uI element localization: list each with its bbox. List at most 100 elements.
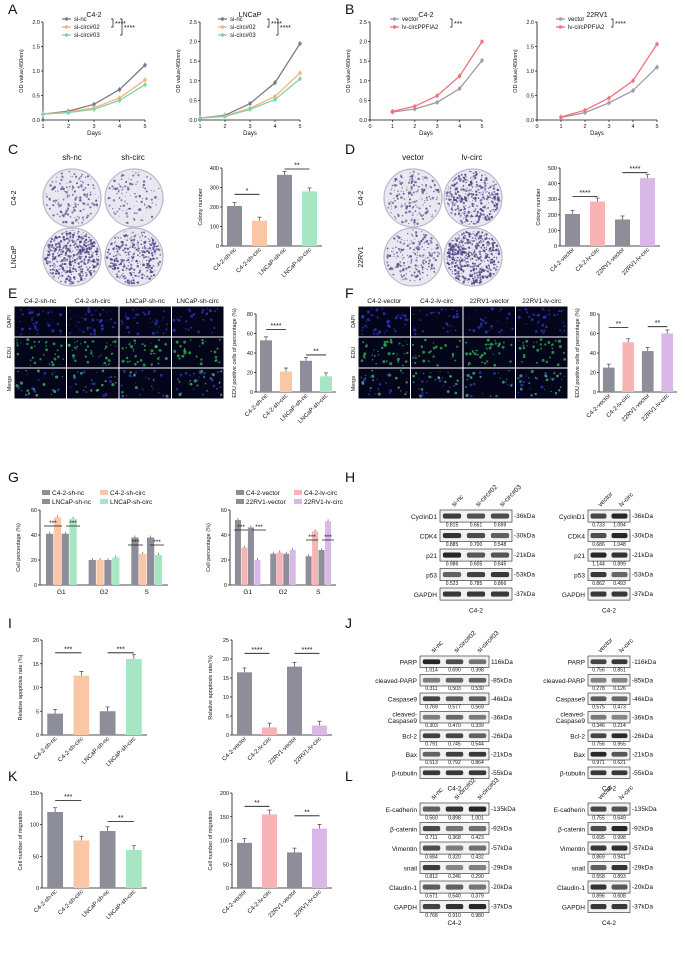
- colony-dot: [59, 240, 63, 243]
- cell-dot: [528, 315, 531, 319]
- colony-dot: [407, 254, 409, 256]
- colony-dot: [132, 255, 135, 258]
- colony-dot: [450, 193, 453, 196]
- colony-dot: [132, 279, 135, 282]
- cell-dot: [143, 313, 147, 316]
- colony-dot: [151, 202, 154, 204]
- colony-dot: [390, 201, 392, 203]
- lane-label: si-nc: [450, 493, 465, 508]
- colony-dot: [418, 270, 421, 273]
- colony-dot: [58, 236, 61, 239]
- cell-dot: [399, 369, 403, 372]
- bar: [112, 557, 120, 585]
- data-point: [143, 83, 147, 87]
- colony-dot: [489, 211, 491, 213]
- colony-dot: [63, 190, 66, 193]
- colony-dot: [151, 237, 153, 239]
- colony-dot: [63, 257, 66, 260]
- cell-dot: [39, 358, 42, 361]
- lane-label: si-circ#03: [476, 777, 501, 802]
- cell-dot: [75, 345, 78, 348]
- colony-dot: [446, 258, 448, 260]
- colony-dot: [74, 175, 78, 179]
- colony-dot: [122, 186, 125, 189]
- band-quant: 0.812: [425, 874, 438, 880]
- colony-dot: [487, 216, 489, 219]
- cell-dot: [141, 369, 144, 372]
- colony-dot: [138, 234, 139, 236]
- colony-dot: [49, 240, 53, 243]
- colony-dot: [75, 218, 78, 222]
- colony-dot: [129, 242, 131, 244]
- cell-dot: [366, 343, 368, 345]
- colony-dot: [137, 282, 139, 284]
- colony-dot: [111, 271, 113, 273]
- colony-dot: [478, 271, 481, 275]
- y-tick-label: 20: [221, 558, 227, 564]
- colony-dot: [82, 181, 84, 184]
- category-label: 22RV1-lv-circ: [621, 247, 651, 277]
- colony-dot: [468, 233, 471, 236]
- cell-dot: [136, 321, 139, 325]
- colony-dot: [97, 261, 100, 263]
- cell-dot: [162, 316, 165, 319]
- colony-dot: [467, 260, 469, 263]
- colony-dot: [448, 191, 451, 194]
- cell-dot: [400, 390, 402, 392]
- cell-dot: [377, 389, 380, 392]
- colony-dot: [496, 188, 499, 192]
- cell-dot: [183, 351, 187, 355]
- cell-dot: [73, 346, 76, 349]
- cell-dot: [68, 332, 72, 335]
- colony-dot: [79, 197, 81, 199]
- colony-dot: [493, 260, 496, 263]
- cell-dot: [24, 393, 27, 396]
- colony-dot: [433, 190, 435, 193]
- blot-band: [611, 826, 628, 832]
- colony-dot: [457, 246, 460, 249]
- colony-dot: [485, 266, 488, 269]
- blot-band: [442, 591, 462, 597]
- blot-band: [466, 513, 486, 519]
- cell-dot: [506, 378, 508, 380]
- colony-dot: [60, 253, 62, 255]
- colony-dot: [461, 233, 464, 236]
- colony-dot: [403, 240, 405, 242]
- colony-dot: [417, 189, 419, 191]
- cell-dot: [528, 382, 531, 384]
- cell-dot: [528, 377, 530, 379]
- cell-dot: [371, 369, 374, 372]
- colony-dot: [459, 217, 460, 219]
- cell-dot: [563, 375, 566, 378]
- colony-dot: [390, 188, 392, 191]
- legend-label: si-circ#03: [230, 33, 256, 39]
- cell-dot: [110, 318, 113, 321]
- colony-dot: [456, 274, 458, 277]
- cell-dot: [541, 307, 544, 310]
- colony-dot: [478, 250, 482, 254]
- category-label: C4-2-sh-circ: [57, 889, 84, 916]
- cell-dot: [101, 369, 105, 373]
- cell-dot: [545, 378, 549, 382]
- band-quant: 0.493: [613, 581, 626, 587]
- cell-dot: [85, 391, 88, 393]
- cell-dot: [465, 352, 469, 356]
- colony-dot: [79, 267, 81, 269]
- band-quant: 0.571: [425, 893, 438, 899]
- data-point: [390, 109, 395, 114]
- cell-dot: [498, 330, 501, 334]
- chart-title: LNCaP: [239, 12, 262, 19]
- colony-dot: [479, 172, 481, 173]
- band-quant: 0.649: [613, 815, 626, 821]
- blot-band: [442, 513, 462, 519]
- colony-dot: [64, 244, 68, 247]
- band-quant: 0.684: [425, 854, 438, 860]
- cell-dot: [162, 394, 165, 397]
- colony-dot: [93, 260, 95, 263]
- colony-dot: [77, 262, 80, 265]
- colony-dot: [456, 204, 460, 208]
- cell-dot: [540, 329, 544, 333]
- colony-dot: [113, 260, 116, 263]
- colony-dot: [403, 264, 405, 267]
- cell-dot: [75, 320, 77, 322]
